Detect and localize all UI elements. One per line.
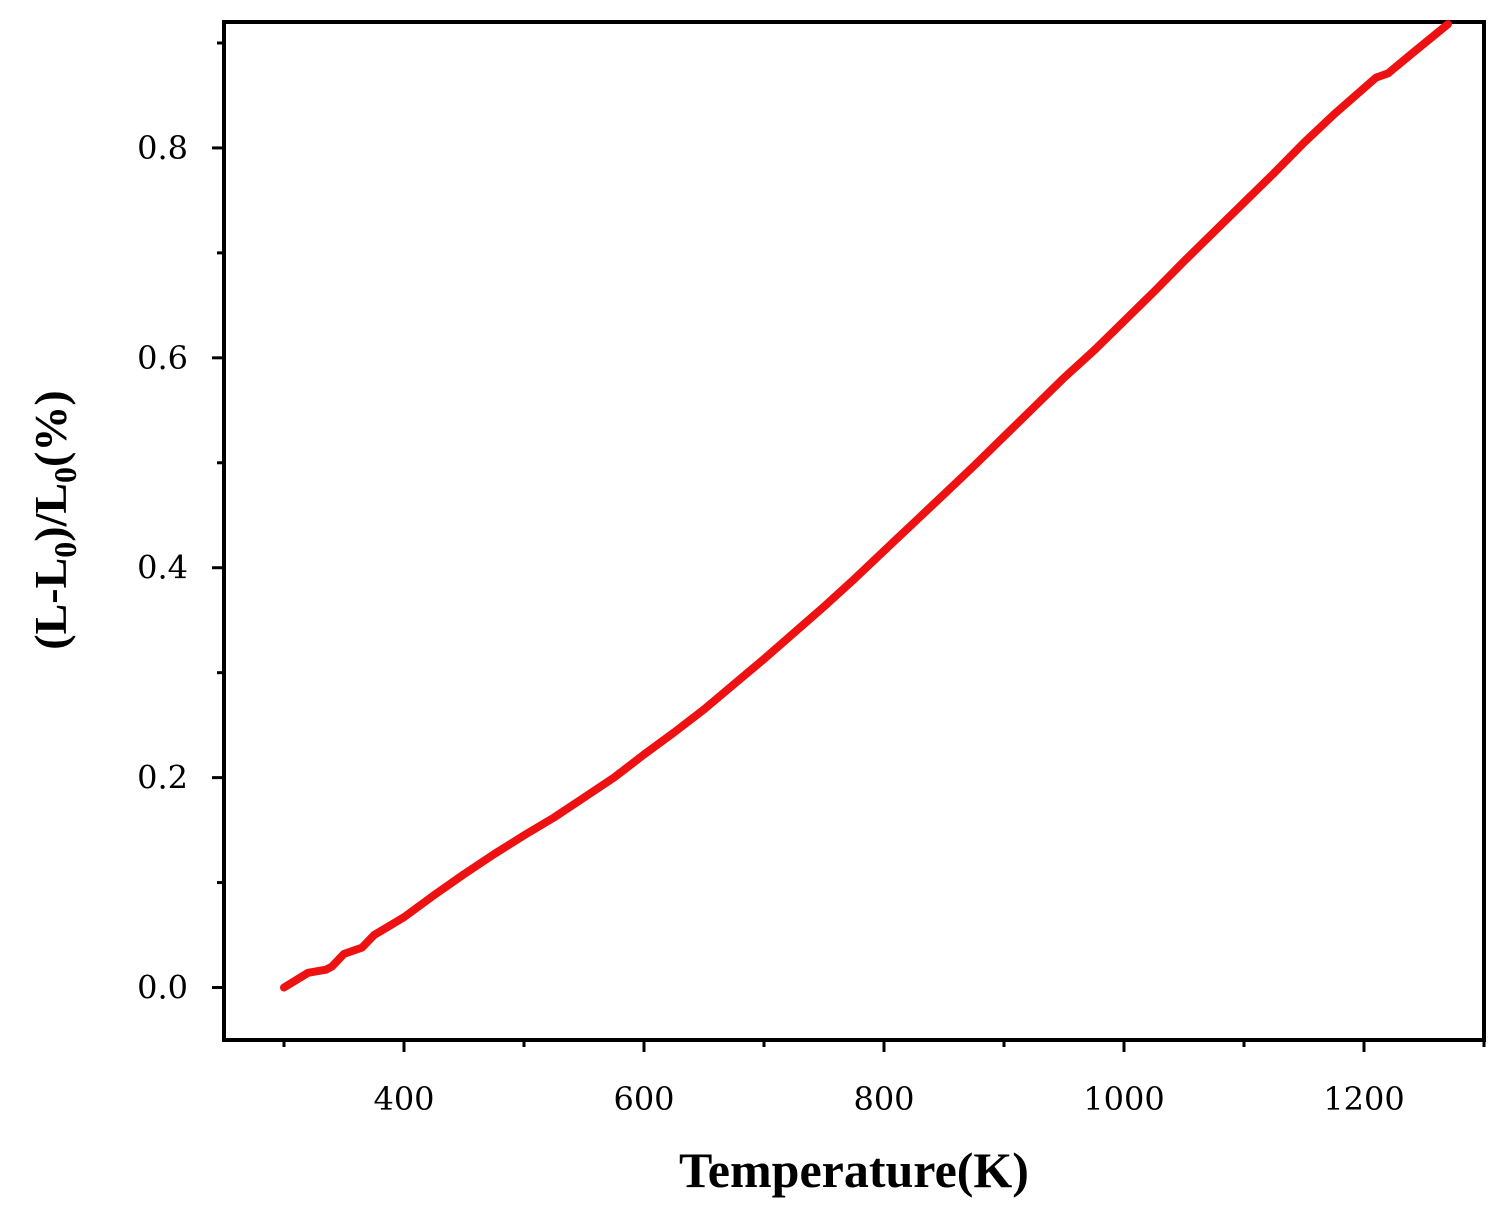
y-axis-title-part: 0 bbox=[47, 542, 83, 558]
x-tick-label: 600 bbox=[613, 1080, 674, 1118]
y-axis-title-part: 0 bbox=[47, 467, 83, 483]
y-axis-title-part: (%) bbox=[25, 390, 76, 467]
y-axis-title-part: )/L bbox=[25, 483, 76, 542]
x-axis-title: Temperature(K) bbox=[679, 1142, 1029, 1198]
x-tick-label: 1200 bbox=[1323, 1080, 1404, 1118]
y-axis-title: (L-L0)/L0(%) bbox=[25, 390, 83, 649]
y-tick-label: 0.4 bbox=[137, 549, 188, 587]
series-layer bbox=[280, 20, 1452, 992]
y-axis-title-part: (L-L bbox=[25, 558, 76, 650]
y-axis-ticks: 0.0 0.2 0.4 0.6 0.8 bbox=[137, 41, 224, 1007]
x-tick-label: 800 bbox=[853, 1080, 914, 1118]
plot-frame bbox=[222, 20, 1486, 1042]
x-tick-label: 400 bbox=[373, 1080, 434, 1118]
x-axis-ticks: 400 600 800 1000 1200 bbox=[282, 1040, 1486, 1118]
y-tick-label: 0.2 bbox=[137, 759, 188, 797]
y-tick-label: 0.0 bbox=[137, 969, 188, 1007]
y-tick-label: 0.6 bbox=[137, 339, 188, 377]
x-tick-label: 1000 bbox=[1083, 1080, 1164, 1118]
y-tick-label: 0.8 bbox=[137, 129, 188, 167]
series-line bbox=[280, 20, 1452, 992]
